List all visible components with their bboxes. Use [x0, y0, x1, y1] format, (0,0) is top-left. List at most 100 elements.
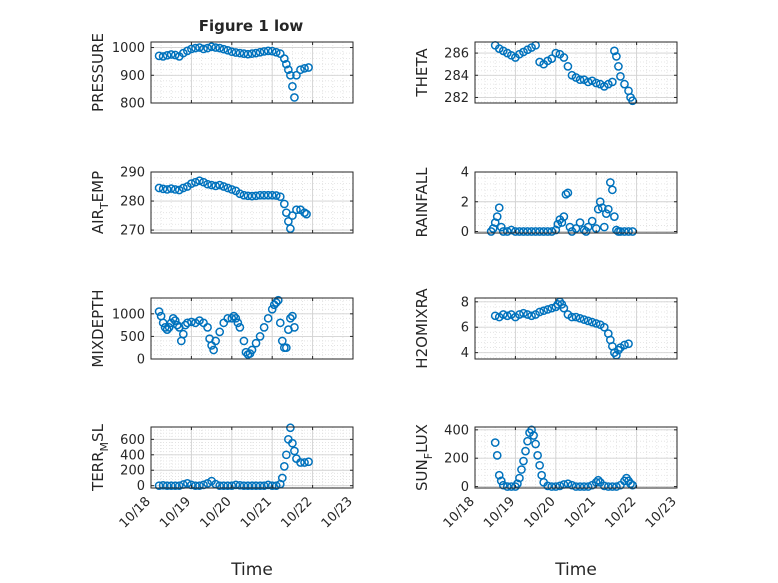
y-axis-label-subscript: M	[98, 442, 111, 452]
data-point	[243, 49, 253, 59]
data-point	[575, 313, 585, 323]
data-point	[583, 482, 593, 491]
subplot: 0 2 4 RAINFALL	[413, 166, 678, 240]
data-point	[527, 227, 536, 236]
data-point	[511, 227, 520, 236]
y-axis-label: RAINFALL	[413, 167, 431, 238]
data-point	[498, 227, 508, 236]
y-axis-label-tail: EMP	[89, 171, 107, 202]
data-point	[620, 227, 629, 236]
data-point	[158, 52, 168, 61]
axes-box	[150, 297, 354, 360]
data-point	[243, 191, 253, 201]
data-point	[513, 479, 522, 489]
y-axis-label-main: AIR	[89, 209, 107, 234]
data-point	[614, 62, 623, 71]
data-point	[166, 481, 176, 491]
data-point	[229, 311, 239, 321]
data-point	[235, 323, 245, 332]
data-point	[247, 345, 257, 355]
data-point	[178, 329, 188, 339]
data-point	[519, 227, 528, 236]
data-point	[529, 431, 538, 440]
data-point	[239, 49, 249, 58]
data-point	[300, 63, 309, 73]
data-point	[259, 481, 269, 491]
data-point	[551, 482, 561, 491]
y-tick-label: 280	[120, 195, 145, 210]
data-point	[610, 212, 619, 221]
data-point	[158, 318, 168, 328]
data-point	[215, 43, 225, 53]
data-point	[561, 189, 571, 199]
y-tick-label: 400	[444, 423, 469, 438]
data-point	[490, 438, 500, 447]
data-point	[170, 316, 180, 325]
data-point	[559, 53, 569, 62]
data-point	[187, 317, 196, 327]
y-tick-label: 290	[120, 166, 145, 181]
data-point	[158, 184, 168, 194]
data-point	[187, 179, 196, 188]
data-point	[172, 320, 182, 330]
data-point	[235, 48, 245, 58]
data-point	[271, 191, 281, 200]
data-point	[612, 482, 621, 491]
data-point	[603, 204, 613, 214]
y-axis-label: SUNFLUX	[413, 424, 435, 491]
data-point	[227, 313, 237, 323]
data-point	[583, 222, 593, 232]
data-point	[535, 227, 544, 236]
data-point	[571, 482, 581, 491]
figure-title: Figure 1 low	[199, 17, 304, 35]
data-point	[263, 46, 273, 56]
data-point	[203, 323, 212, 332]
data-point	[603, 482, 613, 491]
y-tick-label: 200	[444, 452, 469, 467]
subplot: 0 500 1000 MIXDEPTH	[89, 289, 354, 368]
data-point	[300, 458, 309, 467]
data-point	[288, 211, 297, 220]
data-point	[612, 225, 621, 235]
y-tick-label: 0	[461, 225, 469, 240]
axes-box	[474, 426, 678, 489]
data-point	[551, 48, 561, 58]
data-point	[616, 227, 625, 236]
data-point	[290, 323, 299, 332]
data-point	[199, 44, 208, 54]
data-point	[154, 51, 164, 61]
y-tick-label: 270	[120, 224, 145, 239]
data-point	[567, 480, 577, 490]
y-tick-label: 4	[461, 346, 469, 361]
data-point	[515, 310, 524, 319]
axes-box	[150, 426, 354, 489]
data-point	[281, 343, 291, 353]
data-point	[154, 307, 164, 316]
y-axis-label: H2OMIXRA	[413, 288, 431, 369]
data-point	[496, 476, 506, 486]
data-point	[183, 479, 192, 488]
data-point	[211, 43, 220, 52]
data-point	[211, 336, 220, 346]
data-point	[593, 475, 603, 485]
y-axis-label-main: THETA	[413, 48, 431, 98]
data-point	[575, 75, 585, 85]
data-point	[533, 451, 542, 460]
data-point	[255, 481, 265, 491]
data-point	[296, 65, 305, 75]
y-tick-label: 0	[137, 479, 145, 494]
data-point	[521, 446, 530, 456]
data-point	[247, 191, 257, 201]
data-point	[502, 482, 512, 491]
data-point	[599, 322, 609, 332]
data-point	[251, 481, 261, 491]
data-point	[535, 460, 544, 470]
data-point	[587, 216, 597, 226]
data-point	[259, 47, 269, 56]
data-point	[267, 46, 277, 56]
data-point	[178, 183, 188, 193]
data-point	[154, 183, 164, 193]
data-point	[239, 336, 249, 346]
